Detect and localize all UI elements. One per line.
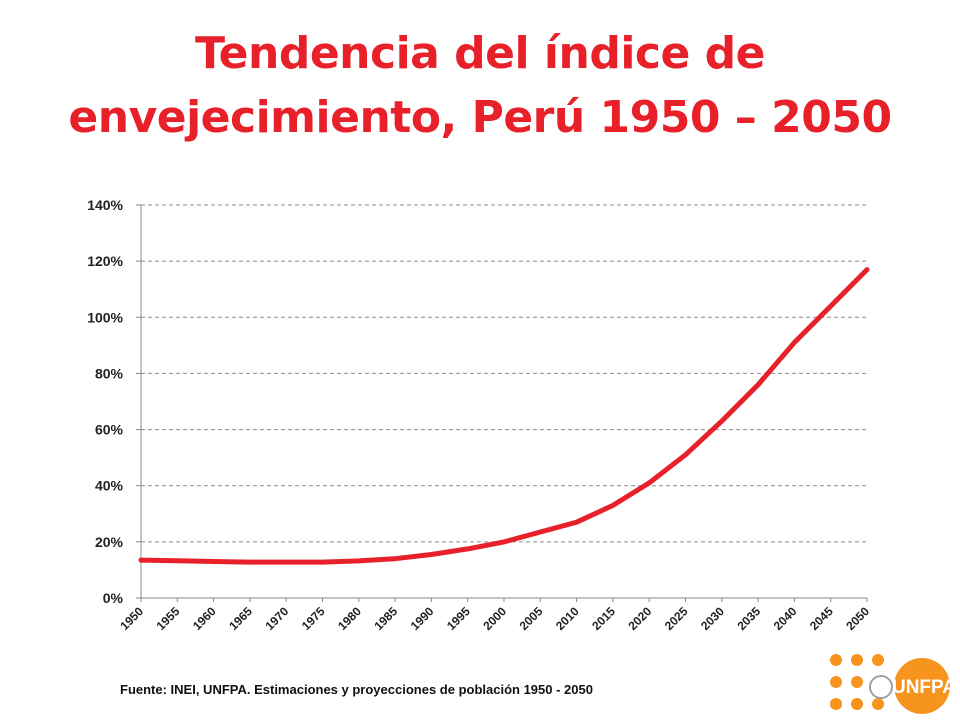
gridlines [141, 204, 867, 543]
x-tick-label: 1965 [226, 604, 255, 633]
y-tick-label: 120% [87, 253, 123, 269]
logo-wordmark: UNFPA [892, 677, 956, 698]
un-emblem-icon [869, 675, 893, 699]
x-tick-label: 2000 [480, 604, 509, 633]
x-tick-label: 2040 [771, 604, 800, 633]
chart-title-line-2: envejecimiento, Perú 1950 – 2050 [68, 92, 892, 143]
chart-title-line-1: Tendencia del índice de [195, 28, 765, 79]
logo-badge [894, 658, 950, 714]
x-tick-label: 1985 [371, 604, 400, 633]
x-tick-label: 2015 [589, 604, 618, 633]
x-tick-label: 1995 [444, 604, 473, 633]
logo-dot [851, 698, 863, 710]
x-tick-label: 1960 [190, 604, 219, 633]
logo-dot [830, 676, 842, 688]
x-tick-label: 2030 [698, 604, 727, 633]
source-note: Fuente: INEI, UNFPA. Estimaciones y proy… [120, 682, 593, 697]
logo-dot [830, 698, 842, 710]
logo-dot [851, 676, 863, 688]
y-tick-label: 40% [95, 478, 124, 494]
x-tick-label: 2050 [843, 604, 872, 633]
x-tick-label: 1975 [299, 604, 328, 633]
y-tick-label: 0% [103, 590, 124, 606]
y-tick-label: 140% [87, 197, 123, 213]
x-tick-label: 2025 [662, 604, 691, 633]
y-tick-label: 20% [95, 534, 124, 550]
y-tick-label: 80% [95, 365, 124, 381]
logo-dot [830, 654, 842, 666]
logo-dots [830, 654, 884, 710]
x-tick-label: 2010 [553, 604, 582, 633]
x-tick-label: 1970 [263, 604, 292, 633]
series-line [138, 267, 870, 565]
logo-dot [851, 654, 863, 666]
x-tick-label: 2020 [626, 604, 655, 633]
x-tick-label: 1955 [154, 604, 183, 633]
x-axis: 1950 1955 1960 1965 1970 1975 1980 1985 1990 1995… [117, 597, 872, 633]
y-axis: 0% 20% 40% 60% 80% 100% 120% 140% [87, 197, 142, 606]
chart-title: Tendencia del índice de envejecimiento, … [0, 22, 960, 150]
y-tick-label: 60% [95, 422, 124, 438]
x-tick-label: 1980 [335, 604, 364, 633]
unfpa-logo: UNFPA [830, 654, 956, 714]
x-tick-label: 1950 [117, 604, 146, 633]
y-tick-label: 100% [87, 309, 123, 325]
x-tick-label: 2035 [734, 604, 763, 633]
x-tick-label: 1990 [408, 604, 437, 633]
logo-dot [872, 698, 884, 710]
logo-dot [872, 654, 884, 666]
x-tick-label: 2045 [807, 604, 836, 633]
x-tick-label: 2005 [517, 604, 546, 633]
series-group [138, 267, 870, 565]
